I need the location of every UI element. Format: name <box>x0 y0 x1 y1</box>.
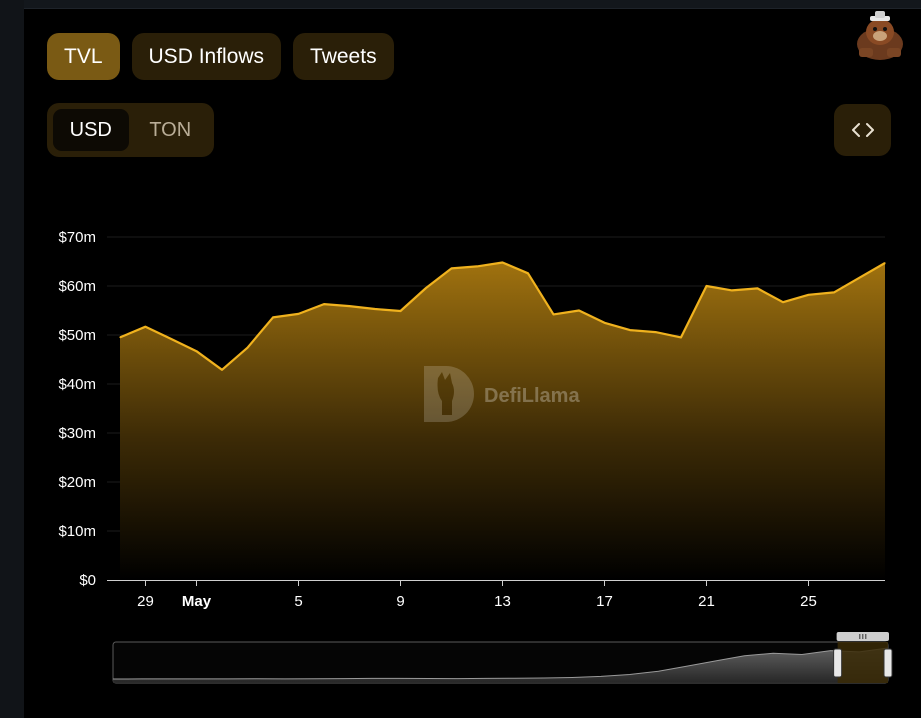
watermark: DefiLlama <box>424 366 580 422</box>
y-tick-label: $20m <box>58 474 96 491</box>
window-top-border <box>0 0 921 9</box>
y-tick-label: $70m <box>58 229 96 246</box>
llama-mascot-icon <box>857 11 903 60</box>
x-tick-label: 13 <box>494 593 511 610</box>
data-point <box>603 322 606 324</box>
y-tick-label: $40m <box>58 376 96 393</box>
watermark-text: DefiLlama <box>484 385 580 407</box>
data-point <box>807 294 810 296</box>
y-tick-label: $30m <box>58 425 96 442</box>
data-point <box>629 329 631 331</box>
tvl-area <box>120 262 885 580</box>
chart-tabs: TVL USD Inflows Tweets <box>47 33 394 80</box>
y-tick-label: $0 <box>79 572 96 589</box>
x-tick-label: 21 <box>698 593 715 610</box>
data-point <box>221 369 223 371</box>
data-point <box>884 262 886 264</box>
defillama-logo-icon <box>424 366 474 422</box>
data-point <box>450 267 453 269</box>
range-handle[interactable] <box>883 648 893 678</box>
data-point <box>680 336 682 339</box>
range-handle[interactable] <box>833 648 843 678</box>
data-point <box>476 265 478 267</box>
data-point <box>731 289 733 292</box>
x-tick-label: 9 <box>396 593 404 610</box>
x-tick-label: 29 <box>137 593 154 610</box>
x-tick-label: May <box>182 593 212 610</box>
y-axis: $0 $10m $20m $30m $40m $50m $60m $70m <box>58 229 96 589</box>
range-selector[interactable] <box>112 632 893 684</box>
currency-ton-button[interactable]: TON <box>149 119 192 141</box>
x-axis: 29 May 5 9 13 17 21 25 <box>107 580 885 610</box>
data-point <box>578 309 580 312</box>
data-point <box>246 347 249 349</box>
data-point <box>144 326 147 328</box>
data-point <box>297 313 300 315</box>
y-tick-label: $60m <box>58 278 96 295</box>
data-point <box>833 291 835 293</box>
data-point <box>170 338 172 340</box>
data-point <box>552 313 555 316</box>
code-brackets-icon <box>851 123 874 137</box>
data-point <box>348 305 351 307</box>
currency-usd-button[interactable]: USD <box>53 109 129 151</box>
overview-line <box>112 647 889 680</box>
data-point <box>195 350 198 352</box>
currency-toggle: USD TON <box>47 103 214 157</box>
data-point <box>399 310 402 312</box>
y-tick-label: $10m <box>58 523 96 540</box>
embed-button[interactable] <box>834 104 891 156</box>
x-tick-label: 5 <box>294 593 302 610</box>
data-point <box>654 331 657 333</box>
data-point <box>425 287 427 289</box>
y-tick-label: $50m <box>58 327 96 344</box>
tvl-series <box>119 261 886 580</box>
data-point <box>782 301 784 303</box>
tab-tweets[interactable]: Tweets <box>293 33 394 80</box>
overview-area <box>113 648 888 683</box>
data-point <box>323 303 325 305</box>
data-point <box>119 336 121 339</box>
data-point <box>272 316 274 318</box>
x-tick-label: 25 <box>800 593 817 610</box>
overview-selection[interactable] <box>837 642 888 683</box>
data-point <box>501 261 504 264</box>
tab-tvl[interactable]: TVL <box>47 33 120 80</box>
data-point <box>705 285 708 287</box>
data-point <box>756 287 759 290</box>
tab-usd-inflows[interactable]: USD Inflows <box>131 33 282 80</box>
window-left-border <box>0 0 24 718</box>
data-point <box>858 277 861 279</box>
data-point <box>527 272 529 274</box>
data-point <box>374 308 376 310</box>
x-tick-label: 17 <box>596 593 613 610</box>
